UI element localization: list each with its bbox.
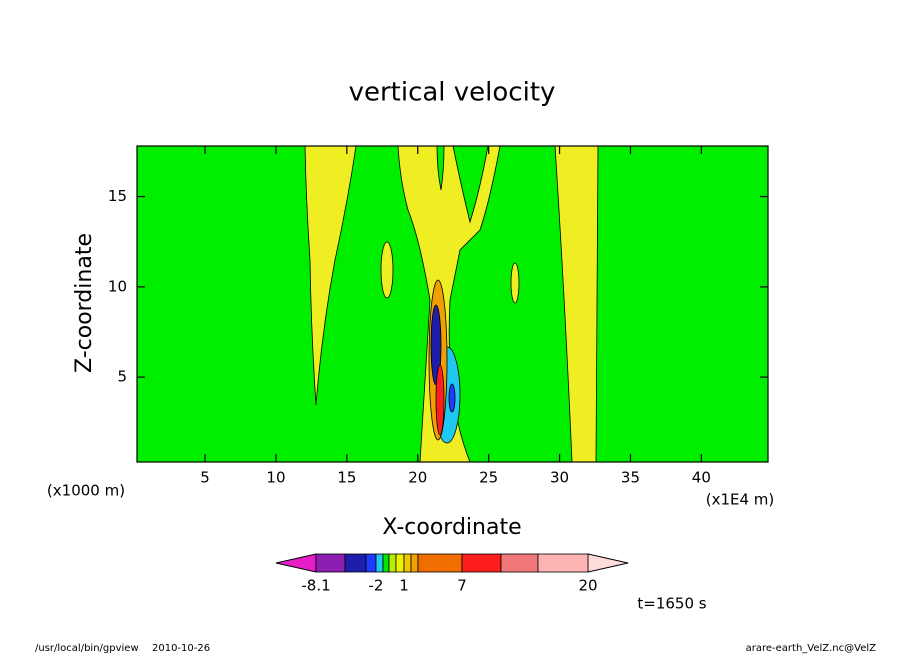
- y-tick-label: 10: [108, 277, 127, 295]
- x-unit-label: (x1E4 m): [706, 491, 775, 509]
- x-tick-label: 40: [692, 469, 711, 487]
- colorbar-label: 1: [399, 577, 409, 595]
- colorbar-label: 7: [457, 577, 467, 595]
- colorbar-segment: [375, 553, 384, 573]
- x-tick-label: 20: [408, 469, 427, 487]
- x-tick-label: 5: [200, 469, 210, 487]
- y-axis-label: Z-coordinate: [72, 233, 97, 373]
- colorbar-label: 20: [578, 577, 597, 595]
- chart-title: vertical velocity: [349, 78, 556, 108]
- colorbar-segment: [417, 553, 463, 573]
- colorbar-segment: [315, 553, 346, 573]
- colorbar-segment: [403, 553, 412, 573]
- contour-region: [380, 241, 394, 299]
- colorbar-under: [275, 553, 317, 573]
- colorbar-segment: [388, 553, 397, 573]
- x-tick-label: 10: [266, 469, 285, 487]
- colorbar-label: -8.1: [301, 577, 330, 595]
- contour-region: [510, 262, 520, 304]
- colorbar-segment: [537, 553, 589, 573]
- contour-region: [452, 145, 489, 224]
- x-axis-label: X-coordinate: [382, 515, 521, 540]
- contour-region: [436, 145, 445, 191]
- y-unit-label: (x1000 m): [47, 482, 125, 500]
- time-annotation: t=1650 s: [637, 595, 706, 613]
- colorbar-segment: [365, 553, 377, 573]
- colorbar-over: [587, 553, 629, 573]
- contour-region: [435, 364, 445, 436]
- contour-region: [304, 145, 357, 406]
- x-tick-label: 30: [550, 469, 569, 487]
- colorbar-segment: [382, 553, 390, 573]
- x-tick-label: 15: [337, 469, 356, 487]
- contour-field: [136, 145, 769, 463]
- contour-region: [448, 383, 456, 413]
- footer-program: /usr/local/bin/gpview: [35, 643, 139, 654]
- x-tick-label: 35: [621, 469, 640, 487]
- colorbar-segment: [344, 553, 367, 573]
- y-tick-label: 15: [108, 187, 127, 205]
- colorbar-label: -2: [369, 577, 384, 595]
- colorbar-segment: [410, 553, 419, 573]
- colorbar-segment: [461, 553, 502, 573]
- footer-file: arare-earth_VelZ.nc@VelZ: [746, 643, 877, 654]
- plot-frame: [136, 145, 769, 463]
- y-tick-label: 5: [117, 368, 127, 386]
- x-tick-label: 25: [479, 469, 498, 487]
- colorbar-segment: [395, 553, 405, 573]
- colorbar-segment: [500, 553, 539, 573]
- footer-date: 2010-10-26: [152, 643, 210, 654]
